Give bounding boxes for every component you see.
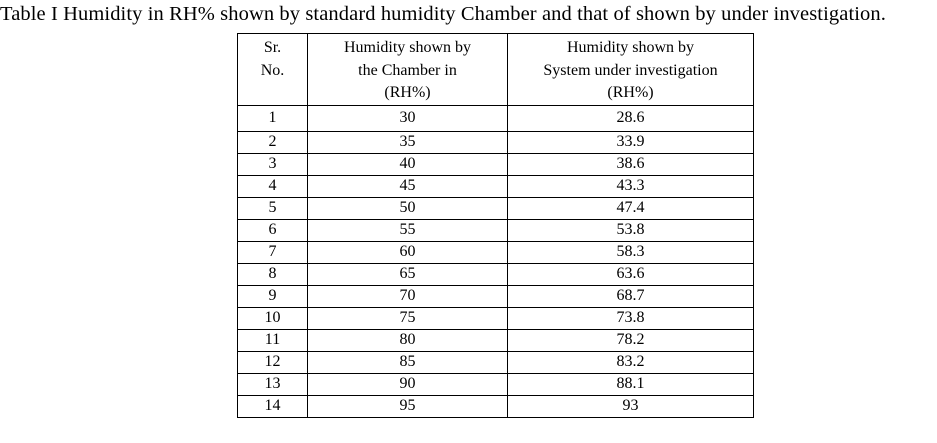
cell-chamber: 45	[307, 174, 508, 198]
cell-chamber: 90	[307, 372, 508, 396]
table-row: 8 65 63.6	[237, 262, 754, 286]
cell-system: 43.3	[507, 174, 754, 198]
cell-system: 47.4	[507, 196, 754, 220]
header-sr-no: Sr. No.	[237, 33, 308, 106]
header-line: No.	[260, 61, 285, 79]
cell-chamber: 40	[307, 152, 508, 176]
cell-system: 28.6	[507, 104, 754, 132]
cell-chamber: 75	[307, 306, 508, 330]
cell-system: 83.2	[507, 350, 754, 374]
table-row: 5 50 47.4	[237, 196, 754, 220]
cell-chamber: 70	[307, 284, 508, 308]
cell-chamber: 35	[307, 130, 508, 154]
table-row: 7 60 58.3	[237, 240, 754, 264]
table-row: 4 45 43.3	[237, 174, 754, 198]
cell-system: 73.8	[507, 306, 754, 330]
header-line: System under investigation	[543, 61, 718, 79]
table-row: 9 70 68.7	[237, 284, 754, 308]
table-row: 2 35 33.9	[237, 130, 754, 154]
page-title: Table I Humidity in RH% shown by standar…	[0, 3, 886, 25]
cell-sr-no: 3	[237, 152, 308, 176]
table-row: 3 40 38.6	[237, 152, 754, 176]
header-line: Sr.	[263, 39, 282, 56]
cell-sr-no: 10	[237, 306, 308, 330]
cell-sr-no: 14	[237, 394, 308, 418]
cell-sr-no: 4	[237, 174, 308, 198]
cell-sr-no: 11	[237, 328, 308, 352]
cell-sr-no: 1	[237, 104, 308, 132]
cell-chamber: 30	[307, 104, 508, 132]
cell-sr-no: 12	[237, 350, 308, 374]
table-header-row: Sr. No. Humidity shown by the Chamber in…	[237, 33, 754, 106]
header-line: Humidity shown by	[566, 39, 695, 56]
cell-chamber: 50	[307, 196, 508, 220]
cell-sr-no: 8	[237, 262, 308, 286]
header-line: (RH%)	[607, 84, 654, 101]
header-line: (RH%)	[384, 84, 431, 101]
cell-chamber: 65	[307, 262, 508, 286]
cell-system: 33.9	[507, 130, 754, 154]
table-row: 12 85 83.2	[237, 350, 754, 374]
cell-sr-no: 13	[237, 372, 308, 396]
cell-system: 58.3	[507, 240, 754, 264]
table-row: 1 30 28.6	[237, 104, 754, 132]
cell-chamber: 80	[307, 328, 508, 352]
cell-system: 93	[507, 394, 754, 418]
cell-system: 53.8	[507, 218, 754, 242]
cell-sr-no: 7	[237, 240, 308, 264]
header-line: Humidity shown by	[343, 39, 472, 56]
cell-sr-no: 9	[237, 284, 308, 308]
table-row: 11 80 78.2	[237, 328, 754, 352]
cell-chamber: 85	[307, 350, 508, 374]
cell-sr-no: 5	[237, 196, 308, 220]
cell-sr-no: 2	[237, 130, 308, 154]
humidity-table: Sr. No. Humidity shown by the Chamber in…	[237, 33, 754, 418]
header-system: Humidity shown by System under investiga…	[507, 33, 754, 106]
cell-chamber: 95	[307, 394, 508, 418]
header-line: the Chamber in	[358, 61, 457, 79]
table-row: 13 90 88.1	[237, 372, 754, 396]
cell-chamber: 55	[307, 218, 508, 242]
header-chamber: Humidity shown by the Chamber in (RH%)	[307, 33, 508, 106]
cell-sr-no: 6	[237, 218, 308, 242]
cell-system: 63.6	[507, 262, 754, 286]
cell-system: 88.1	[507, 372, 754, 396]
table-row: 14 95 93	[237, 394, 754, 418]
cell-system: 38.6	[507, 152, 754, 176]
cell-chamber: 60	[307, 240, 508, 264]
table-row: 6 55 53.8	[237, 218, 754, 242]
cell-system: 78.2	[507, 328, 754, 352]
table-row: 10 75 73.8	[237, 306, 754, 330]
humidity-table-container: Sr. No. Humidity shown by the Chamber in…	[237, 33, 754, 418]
cell-system: 68.7	[507, 284, 754, 308]
